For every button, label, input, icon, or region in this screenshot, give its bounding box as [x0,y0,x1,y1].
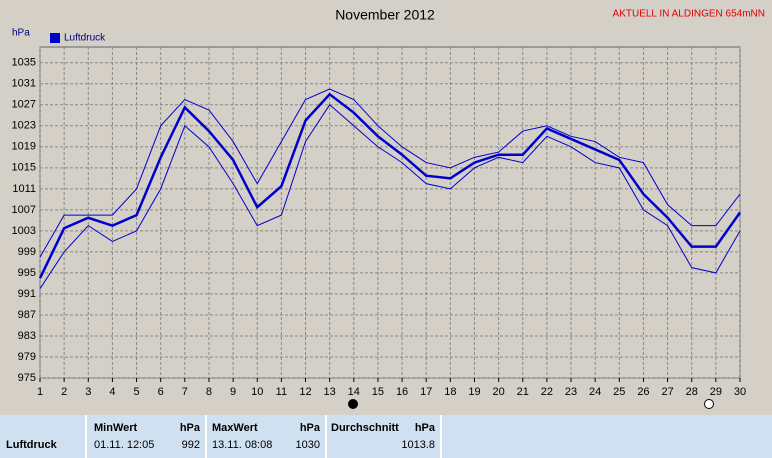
x-tick-label: 11 [276,386,287,398]
table-bg [0,415,772,458]
y-tick-label: 987 [18,309,36,321]
x-tick-label: 30 [734,386,746,398]
x-tick-label: 17 [420,386,432,398]
column-title: Durchschnitt [331,422,399,434]
x-tick-label: 23 [565,386,577,398]
column-title: MaxWert [212,422,258,434]
x-tick-label: 27 [661,386,673,398]
x-tick-label: 10 [251,386,263,398]
y-tick-label: 1015 [12,162,36,174]
row-label: Luftdruck [6,439,58,451]
cell: 1013.8 [401,439,435,451]
x-tick-label: 15 [372,386,384,398]
series-line [38,92,742,279]
cell: 992 [182,439,200,451]
x-tick-label: 26 [637,386,649,398]
x-tick-label: 22 [541,386,553,398]
y-tick-label: 1035 [12,57,36,69]
chart-title: November 2012 [335,7,435,23]
series-line [39,104,741,289]
series-line [39,88,741,258]
y-tick-label: 1019 [12,141,36,153]
y-tick-label: 999 [18,246,36,258]
moon-icon [704,399,714,409]
x-tick-label: 21 [517,386,529,398]
x-tick-label: 28 [686,386,698,398]
x-tick-label: 18 [444,386,456,398]
x-tick-label: 1 [37,386,43,398]
y-tick-label: 991 [18,288,36,300]
column-title: MinWert [94,422,138,434]
legend-label: Luftdruck [64,33,106,44]
chart-subtitle: AKTUELL IN ALDINGEN 654mNN [613,9,765,20]
x-tick-label: 29 [710,386,722,398]
column-unit: hPa [415,422,436,434]
cell: 01.11. 12:05 [94,439,154,451]
x-tick-label: 16 [396,386,408,398]
x-tick-label: 3 [85,386,91,398]
x-tick-label: 9 [230,386,236,398]
stats-table: MinWert hPa MaxWert hPa Durchschnitt hPa… [0,415,772,458]
x-tick-label: 25 [613,386,625,398]
y-tick-label: 1011 [12,183,36,195]
x-tick-label: 12 [299,386,311,398]
y-tick-label: 1007 [12,204,36,216]
plot-area [39,46,741,379]
x-tick-label: 19 [468,386,480,398]
y-tick-label: 975 [18,372,36,384]
x-tick-label: 14 [348,386,360,398]
x-tick-label: 20 [492,386,504,398]
column-unit: hPa [180,422,201,434]
column-unit: hPa [300,422,321,434]
cell: 1030 [296,439,320,451]
y-tick-label: 1027 [12,99,36,111]
y-tick-label: 1023 [12,120,36,132]
x-tick-label: 24 [589,386,601,398]
x-tick-label: 2 [61,386,67,398]
x-tick-label: 4 [109,386,115,398]
y-tick-label: 995 [18,267,36,279]
y-tick-label: 979 [18,351,36,363]
legend-swatch [50,33,60,43]
y-axis-label: hPa [12,28,30,39]
x-tick-label: 8 [206,386,212,398]
cell: 13.11. 08:08 [212,439,272,451]
moon-icon [348,399,358,409]
y-tick-label: 983 [18,330,36,342]
x-tick-label: 5 [133,386,139,398]
y-tick-label: 1003 [12,225,36,237]
x-tick-label: 6 [158,386,164,398]
y-tick-label: 1031 [12,78,36,90]
x-tick-label: 13 [324,386,336,398]
x-tick-label: 7 [182,386,188,398]
